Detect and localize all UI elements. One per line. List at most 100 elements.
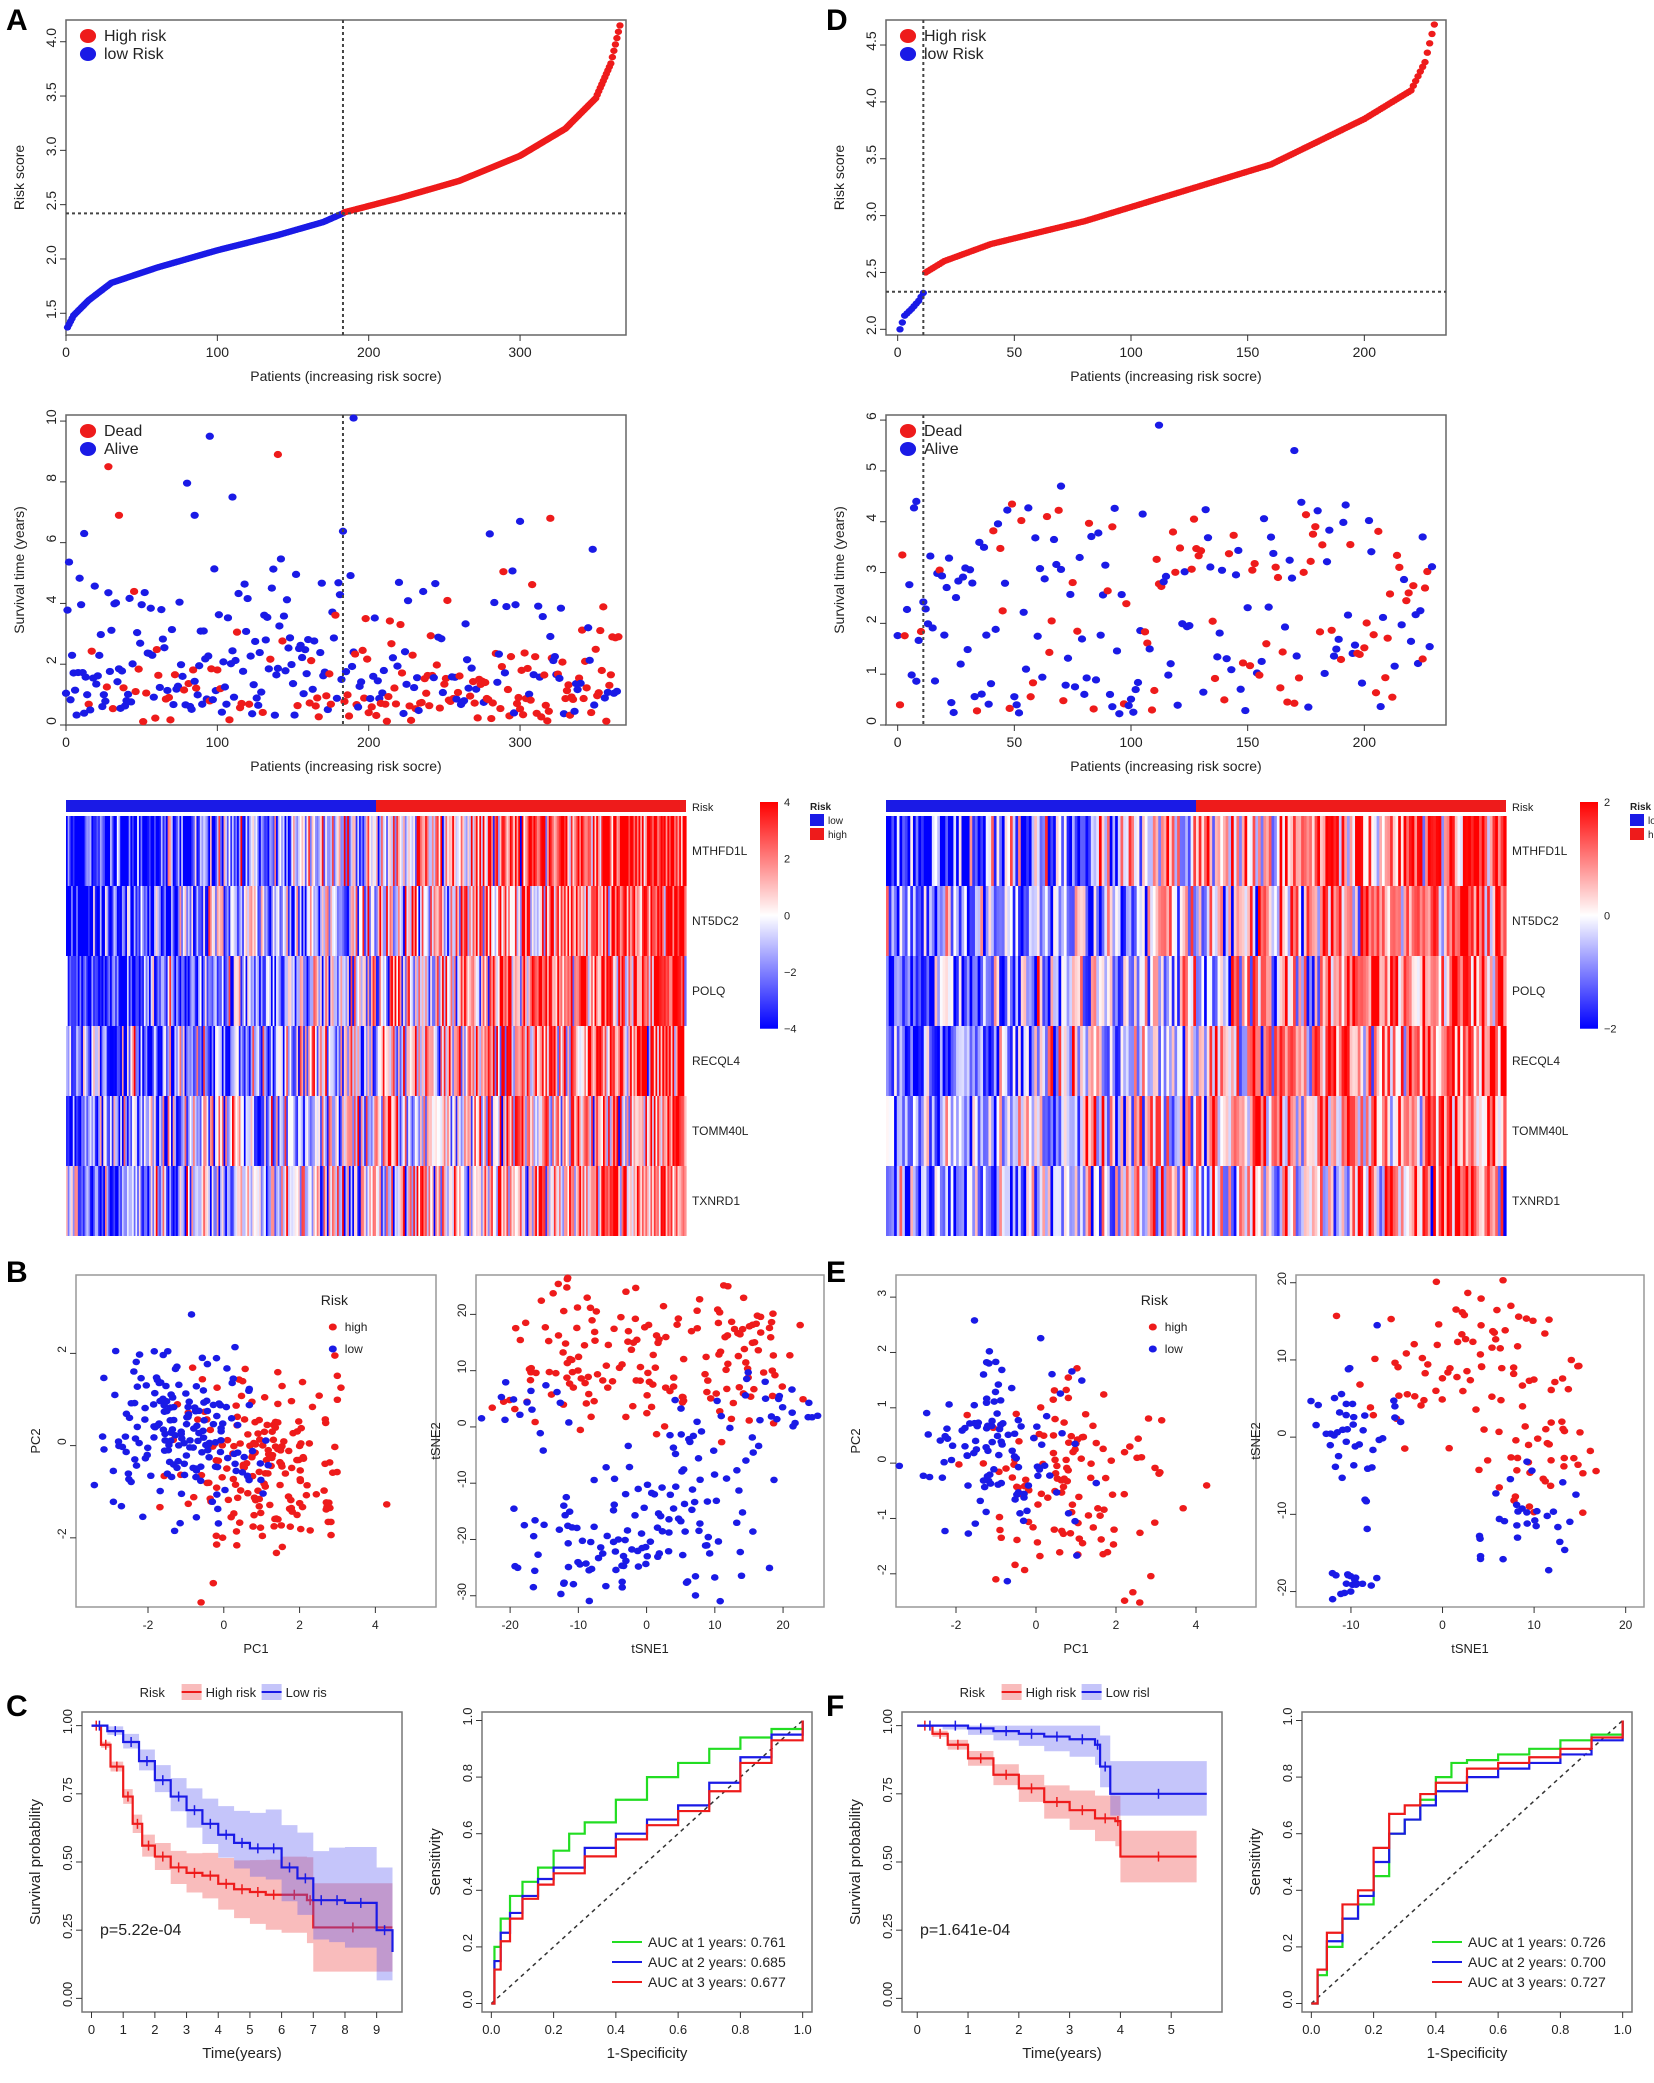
heatmap-cell (159, 886, 162, 956)
heatmap-cell (1198, 886, 1202, 956)
heatmap-cell (262, 816, 265, 886)
heatmap-cell (653, 1026, 657, 1096)
heatmap-cell (684, 956, 687, 1026)
heatmap-cell (1465, 1026, 1469, 1096)
heatmap-cell (1169, 1096, 1173, 1166)
heatmap-cell (267, 886, 270, 956)
alive-point (394, 578, 404, 586)
alive-point (472, 685, 481, 693)
heatmap-cell (79, 816, 82, 886)
heatmap-cell (445, 816, 448, 886)
heatmap-cell (1295, 816, 1300, 886)
heatmap-cell (1444, 956, 1448, 1026)
heatmap-cell (531, 1026, 535, 1096)
alive-point (1350, 641, 1360, 649)
alive-point (1012, 701, 1021, 709)
heatmap-cell (335, 886, 338, 956)
heatmap-cell (1320, 1096, 1324, 1166)
heatmap-cell (201, 956, 204, 1026)
heatmap-cell (387, 1166, 391, 1236)
heatmap-cell (886, 886, 890, 956)
heatmap-cell (238, 1096, 242, 1166)
heatmap-cell (1392, 1026, 1397, 1096)
heatmap-cell (601, 1026, 604, 1096)
heatmap-cell (128, 1026, 131, 1096)
heatmap-cell (1303, 956, 1308, 1026)
heatmap-cell (93, 1026, 96, 1096)
heatmap-cell (1384, 1166, 1388, 1236)
heatmap-cell (1036, 816, 1041, 886)
heatmap-cell (142, 886, 145, 956)
plot-frame (65, 19, 627, 336)
heatmap-cell (1470, 1096, 1475, 1166)
heatmap-cell (187, 886, 191, 956)
heatmap-cell (84, 956, 87, 1026)
heatmap-cell (1055, 1096, 1060, 1166)
y-tick-label: 5 (863, 463, 879, 471)
y-tick-label: 4 (43, 595, 59, 603)
heatmap-cell (1290, 956, 1294, 1026)
heatmap-cell (209, 1026, 213, 1096)
heatmap-cell (342, 956, 345, 1026)
heatmap-cell (1204, 886, 1208, 956)
heatmap-cell (587, 1166, 591, 1236)
alive-point (329, 634, 339, 642)
alive-point (93, 672, 102, 680)
heatmap-cell (1053, 1166, 1057, 1236)
heatmap-cell (586, 886, 589, 956)
heatmap-cell (1492, 886, 1496, 956)
heatmap-cell (267, 1096, 270, 1166)
heatmap-cell (386, 886, 389, 956)
dead-point (358, 646, 367, 655)
alive-point (388, 654, 398, 662)
heatmap-cell (416, 886, 419, 956)
heatmap-cell (956, 1026, 960, 1096)
heatmap-cell (359, 886, 362, 956)
heatmap-cell (575, 1026, 579, 1096)
heatmap-cell (565, 1166, 569, 1236)
heatmap-cell (608, 886, 611, 956)
heatmap-cell (1301, 956, 1305, 1026)
heatmap-cell (647, 816, 650, 886)
heatmap-cell (575, 1166, 579, 1236)
heatmap-cell (560, 816, 563, 886)
alive-point (61, 689, 71, 697)
heatmap-cell (1338, 816, 1343, 886)
heatmap-cell (145, 816, 148, 886)
heatmap-cell (1271, 1096, 1275, 1166)
heatmap-cell (404, 816, 408, 886)
heatmap-cell (1050, 1096, 1054, 1166)
heatmap-cell (126, 1166, 130, 1236)
alive-point (1320, 669, 1329, 678)
heatmap-cell (1171, 956, 1176, 1026)
heatmap-cell (677, 1166, 680, 1236)
heatmap-cell (528, 816, 531, 886)
heatmap-cell (242, 956, 245, 1026)
heatmap-cell (442, 1096, 445, 1166)
heatmap-cell (1228, 1166, 1232, 1236)
heatmap-row (886, 956, 1507, 1026)
heatmap-cell (964, 1166, 968, 1236)
heatmap-cell (404, 886, 408, 956)
heatmap-cell (409, 816, 413, 886)
dead-point (523, 664, 532, 673)
heatmap-cell (1271, 886, 1275, 956)
heatmap-cell (394, 816, 397, 886)
heatmap-cell (579, 886, 582, 956)
heatmap-cell (545, 956, 548, 1026)
alive-point (515, 517, 525, 525)
heatmap-cell (1134, 1026, 1138, 1096)
heatmap-cell (460, 956, 463, 1026)
heatmap-cell (1303, 886, 1308, 956)
heatmap-cell (365, 956, 369, 1026)
heatmap-cell (91, 1026, 94, 1096)
heatmap-cell (232, 956, 235, 1026)
alive-point (1341, 501, 1350, 509)
alive-point (429, 674, 438, 682)
heatmap-cell (398, 886, 401, 956)
heatmap-cell (386, 956, 389, 1026)
heatmap-cell (983, 886, 987, 956)
heatmap-cell (1198, 1096, 1202, 1166)
heatmap-cell (264, 886, 267, 956)
heatmap-cell (1268, 956, 1273, 1026)
